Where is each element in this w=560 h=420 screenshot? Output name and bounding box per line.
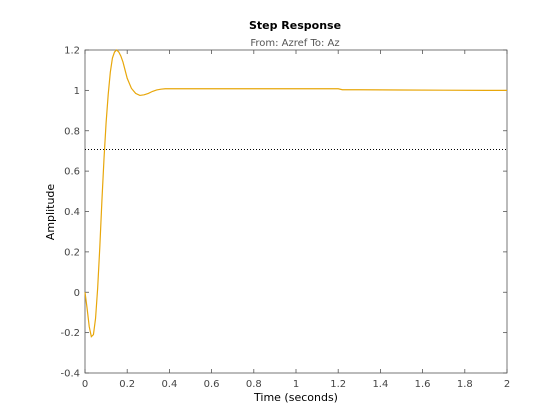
- x-tick-label: 0.4: [161, 379, 177, 390]
- x-tick-label: 1.4: [372, 379, 388, 390]
- x-tick-label: 0.8: [246, 379, 262, 390]
- y-tick-label: -0.4: [60, 369, 80, 380]
- y-tick-label: 0.8: [64, 126, 80, 137]
- x-tick-label: 1.2: [330, 379, 346, 390]
- y-tick-label: -0.2: [60, 328, 80, 339]
- y-tick-label: 0.4: [64, 207, 80, 218]
- x-tick-label: 2: [504, 379, 510, 390]
- y-tick-label: 0.6: [64, 167, 80, 178]
- y-axis-ticks: -0.4 -0.2 0 0.2 0.4 0.6 0.8 1 1.2: [60, 46, 507, 380]
- x-axis-ticks: 0 0.2 0.4 0.6 0.8 1 1.2 1.4 1.6 1.8 2: [82, 50, 510, 390]
- x-tick-label: 0: [82, 379, 88, 390]
- chart-title: Step Response: [249, 19, 341, 32]
- x-tick-label: 1: [293, 379, 299, 390]
- y-tick-label: 0: [74, 288, 80, 299]
- y-axis-label: Amplitude: [44, 184, 57, 241]
- x-tick-label: 0.2: [119, 379, 135, 390]
- x-tick-label: 1.8: [457, 379, 473, 390]
- x-tick-label: 0.6: [204, 379, 220, 390]
- y-tick-label: 1: [74, 86, 80, 97]
- y-tick-label: 0.2: [64, 247, 80, 258]
- y-tick-label: 1.2: [64, 46, 80, 57]
- series-line-step-response: [84, 49, 507, 338]
- x-axis-label: Time (seconds): [253, 391, 338, 404]
- chart-subtitle: From: Azref To: Az: [250, 38, 339, 49]
- x-tick-label: 1.6: [415, 379, 431, 390]
